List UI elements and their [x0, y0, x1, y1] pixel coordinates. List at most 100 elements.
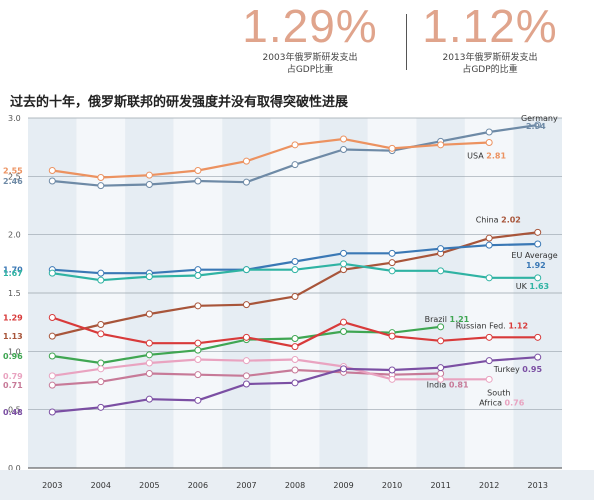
- data-point-eu-average: [534, 240, 542, 248]
- data-point-germany: [145, 181, 153, 188]
- y-tick-label: 0.0: [8, 464, 21, 473]
- y-tick-label: 1.0: [8, 347, 21, 356]
- y-tick-label: 3.0: [8, 114, 21, 123]
- data-point-usa: [97, 174, 105, 181]
- chart-title: 过去的十年，俄罗斯联邦的研发强度并没有取得突破性进展: [10, 95, 349, 110]
- data-point-china: [388, 259, 396, 267]
- series-label-south-africa: South: [487, 388, 510, 397]
- data-point-russian-fed-: [48, 314, 56, 321]
- data-point-germany: [97, 182, 105, 190]
- data-point-germany: [485, 128, 493, 136]
- x-tick-label: 2004: [91, 481, 111, 490]
- end-value-russian-fed-: 1.12: [508, 321, 528, 330]
- end-value-turkey: 0.95: [522, 365, 542, 374]
- data-point-uk: [145, 273, 153, 281]
- series-label-brazil: Brazil 1.21: [425, 315, 470, 324]
- end-value-china: 2.02: [501, 215, 521, 224]
- data-point-russian-fed-: [340, 318, 348, 326]
- data-point-russian-fed-: [485, 333, 493, 341]
- x-axis-band: [0, 470, 594, 500]
- data-point-south-africa: [194, 356, 202, 363]
- data-point-uk: [242, 266, 250, 274]
- data-point-india: [291, 366, 299, 374]
- data-point-eu-average: [340, 249, 348, 257]
- data-point-uk: [437, 267, 445, 275]
- data-point-south-africa: [97, 365, 105, 373]
- data-point-usa: [194, 167, 202, 174]
- start-value-eu-average: 1.70: [3, 266, 23, 275]
- y-tick-label: 2.0: [8, 231, 21, 240]
- data-point-south-africa: [48, 372, 56, 380]
- data-point-south-africa: [485, 375, 493, 383]
- x-tick-label: 2005: [139, 481, 159, 490]
- kpi-2013-caption-line2: 占GDP的比重: [462, 65, 518, 75]
- data-point-india: [242, 372, 250, 380]
- series-label-china: China 2.02: [476, 215, 521, 224]
- x-tick-label: 2008: [285, 481, 305, 490]
- data-point-south-africa: [437, 375, 445, 383]
- data-point-uk: [340, 260, 348, 268]
- start-value-germany: 2.46: [3, 177, 23, 186]
- data-point-eu-average: [485, 241, 493, 249]
- data-point-uk: [97, 276, 105, 284]
- data-point-china: [242, 301, 250, 309]
- data-point-china: [194, 302, 202, 310]
- data-point-uk: [194, 272, 202, 279]
- data-point-brazil: [145, 351, 153, 359]
- data-point-russian-fed-: [437, 337, 445, 345]
- data-point-uk: [48, 269, 56, 277]
- end-value-eu-average: 1.92: [526, 261, 546, 270]
- end-value-uk: 1.63: [529, 282, 549, 291]
- data-point-russian-fed-: [145, 339, 153, 347]
- x-tick-label: 2003: [42, 481, 62, 490]
- data-point-china: [340, 266, 348, 274]
- x-tick-label: 2013: [528, 481, 548, 490]
- start-value-usa: 2.55: [3, 167, 23, 176]
- data-point-usa: [145, 171, 153, 179]
- data-point-india: [145, 370, 153, 377]
- line-chart: 0.0 0.5 1.0 1.5 2.0 2.5 3.0 2003 2004 2005 2006 200…: [0, 114, 594, 500]
- kpi-divider: [406, 14, 407, 70]
- data-point-usa: [437, 141, 445, 149]
- series-label-russian-fed-: Russian Fed. 1.12: [456, 321, 528, 330]
- x-tick-label: 2006: [188, 481, 208, 490]
- data-point-russian-fed-: [291, 343, 299, 351]
- data-point-china: [534, 228, 542, 236]
- x-tick-label: 2011: [430, 481, 450, 490]
- data-point-germany: [48, 177, 56, 185]
- data-point-south-africa: [242, 357, 250, 365]
- x-tick-label: 2010: [382, 481, 402, 490]
- start-value-india: 0.71: [3, 381, 23, 390]
- data-point-uk: [291, 266, 299, 274]
- start-value-china: 1.13: [3, 332, 23, 341]
- data-point-south-africa: [291, 356, 299, 363]
- kpi-2013-value: 1.12%: [422, 0, 558, 52]
- data-point-turkey: [340, 365, 348, 373]
- data-point-germany: [534, 121, 542, 129]
- data-point-germany: [340, 146, 348, 153]
- data-point-turkey: [485, 357, 493, 365]
- data-point-uk: [485, 274, 493, 282]
- data-point-russian-fed-: [242, 333, 250, 341]
- kpi-2013: 1.12% 2013年俄罗斯研发支出 占GDP的比重: [420, 0, 560, 76]
- data-point-uk: [534, 274, 542, 282]
- series-line-usa: [52, 137, 490, 179]
- data-point-turkey: [437, 364, 445, 372]
- data-point-china: [291, 293, 299, 300]
- y-tick-label: 2.5: [8, 172, 21, 181]
- data-point-brazil: [291, 335, 299, 342]
- x-tick-label: 2009: [333, 481, 353, 490]
- data-point-germany: [242, 178, 250, 186]
- data-point-brazil: [194, 346, 202, 354]
- data-point-usa: [291, 141, 299, 149]
- data-point-eu-average: [97, 269, 105, 277]
- kpi-2003: 1.29% 2003年俄罗斯研发支出 占GDP比重: [240, 0, 380, 76]
- data-point-usa: [242, 157, 250, 165]
- data-point-south-africa: [388, 375, 396, 383]
- kpi-2003-value: 1.29%: [242, 0, 378, 52]
- series-label-germany: Germany: [521, 114, 558, 123]
- data-point-india: [48, 381, 56, 389]
- kpi-2003-caption-line2: 占GDP比重: [286, 65, 334, 75]
- data-point-china: [48, 332, 56, 340]
- data-point-brazil: [437, 323, 445, 331]
